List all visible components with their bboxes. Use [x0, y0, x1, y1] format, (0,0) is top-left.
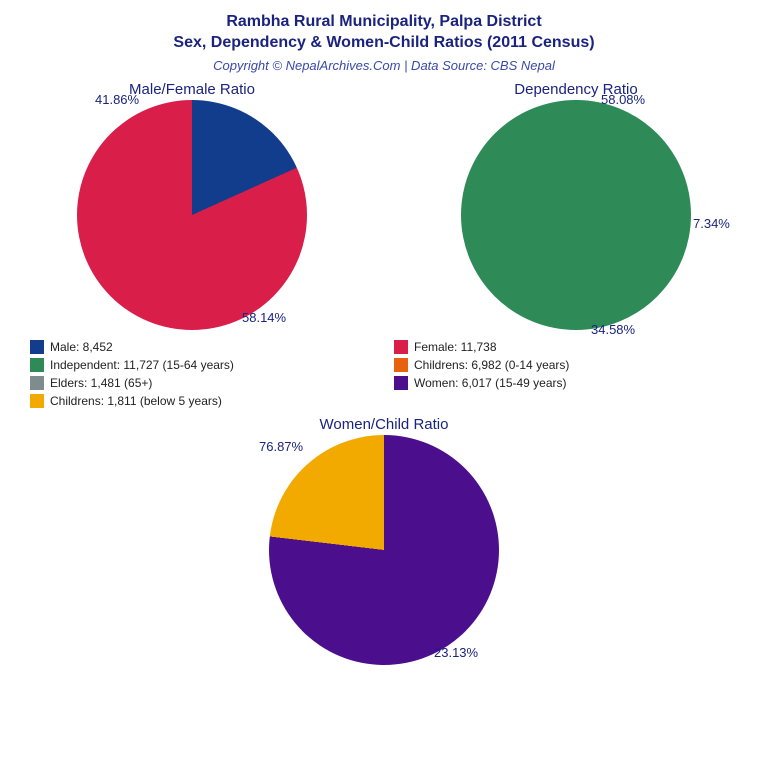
legend-item-male: Male: 8,452	[30, 340, 374, 354]
swatch-male	[30, 340, 44, 354]
swatch-women	[394, 376, 408, 390]
legend-text: Elders: 1,481 (65+)	[50, 376, 152, 390]
title-line-1: Rambha Rural Municipality, Palpa Distric…	[0, 12, 768, 33]
legend: Male: 8,452 Female: 11,738 Independent: …	[30, 340, 738, 408]
swatch-independent	[30, 358, 44, 372]
swatch-female	[394, 340, 408, 354]
subtitle: Copyright © NepalArchives.Com | Data Sou…	[0, 58, 768, 73]
title-line-2: Sex, Dependency & Women-Child Ratios (20…	[0, 33, 768, 54]
chart3-label-children: 23.13%	[434, 645, 478, 660]
chart2-label-elders: 7.34%	[693, 216, 730, 231]
chart-women-child: Women/Child Ratio 76.87% 23.13%	[204, 416, 564, 665]
legend-text: Female: 11,738	[414, 340, 497, 354]
chart2-label-independent: 58.08%	[601, 92, 645, 107]
chart2-title: Dependency Ratio	[396, 81, 756, 98]
legend-item-female: Female: 11,738	[394, 340, 738, 354]
header: Rambha Rural Municipality, Palpa Distric…	[0, 0, 768, 73]
swatch-children	[394, 358, 408, 372]
swatch-elders	[30, 376, 44, 390]
chart-male-female: Male/Female Ratio 41.86% 58.14%	[12, 81, 372, 330]
chart1-pie-wrap: 41.86% 58.14%	[77, 100, 307, 330]
chart2-pie	[461, 100, 691, 330]
legend-item-independent: Independent: 11,727 (15-64 years)	[30, 358, 374, 372]
top-charts-row: Male/Female Ratio 41.86% 58.14% Dependen…	[0, 81, 768, 330]
chart1-title: Male/Female Ratio	[12, 81, 372, 98]
chart-dependency: Dependency Ratio 58.08% 7.34% 34.58%	[396, 81, 756, 330]
swatch-children-below5	[30, 394, 44, 408]
legend-text: Childrens: 1,811 (below 5 years)	[50, 394, 222, 408]
legend-text: Male: 8,452	[50, 340, 113, 354]
legend-item-women: Women: 6,017 (15-49 years)	[394, 376, 738, 390]
legend-text: Women: 6,017 (15-49 years)	[414, 376, 567, 390]
chart1-pie	[77, 100, 307, 330]
legend-text: Independent: 11,727 (15-64 years)	[50, 358, 234, 372]
chart1-label-female: 58.14%	[242, 310, 286, 325]
chart3-pie-wrap: 76.87% 23.13%	[269, 435, 499, 665]
chart2-pie-wrap: 58.08% 7.34% 34.58%	[461, 100, 691, 330]
legend-item-children-below5: Childrens: 1,811 (below 5 years)	[30, 394, 374, 408]
chart3-title: Women/Child Ratio	[204, 416, 564, 433]
chart1-label-male: 41.86%	[95, 92, 139, 107]
chart3-pie	[269, 435, 499, 665]
legend-item-elders: Elders: 1,481 (65+)	[30, 376, 374, 390]
legend-text: Childrens: 6,982 (0-14 years)	[414, 358, 569, 372]
chart2-label-childrens: 34.58%	[591, 322, 635, 337]
chart3-label-women: 76.87%	[259, 439, 303, 454]
legend-item-children: Childrens: 6,982 (0-14 years)	[394, 358, 738, 372]
